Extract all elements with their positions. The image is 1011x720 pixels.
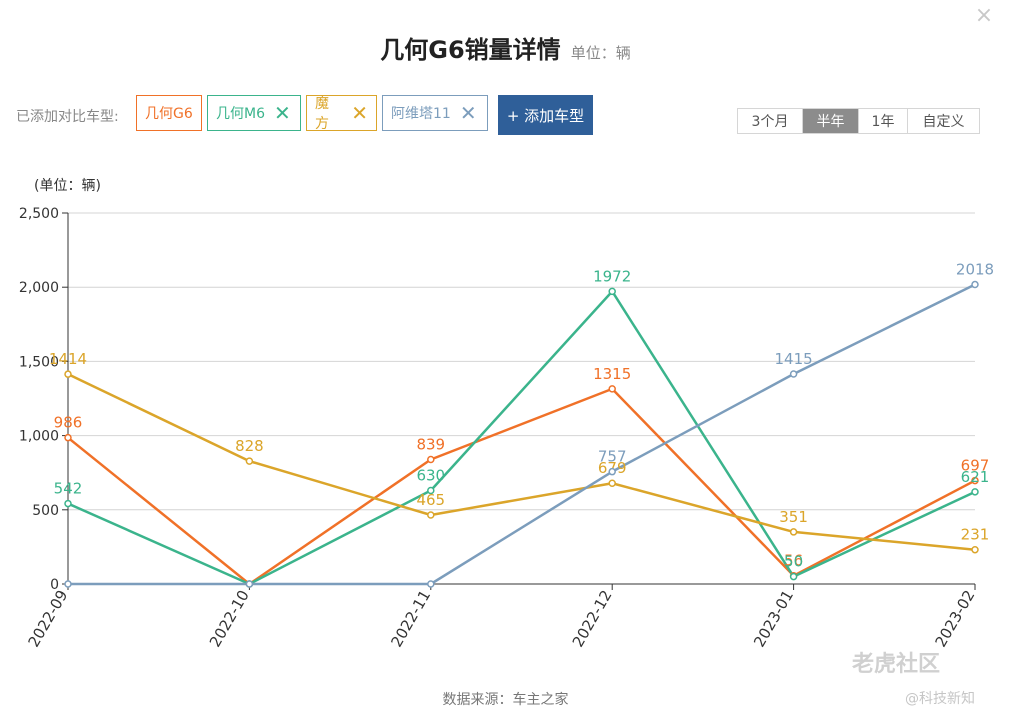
data-label: 828 [235,437,264,455]
compare-tag-m6[interactable]: 几何M6 ✕ [207,95,301,131]
y-tick-label: 500 [32,503,59,519]
range-half-year[interactable]: 半年 [802,109,858,133]
data-source: 数据来源：车主之家 [442,692,569,708]
compare-label: 已添加对比车型: [16,109,119,125]
watermark-brand: 老虎社区 [852,652,941,677]
data-label: 351 [779,508,808,526]
x-tick-label: 2022-10 [206,587,253,650]
data-point [789,370,798,378]
data-label: 465 [416,491,445,509]
data-point [971,476,979,485]
x-tick-label: 2022-09 [25,587,72,650]
data-label: 621 [961,468,990,486]
data-point [64,370,72,378]
remove-icon[interactable]: ✕ [351,101,368,125]
data-point [608,479,616,487]
y-tick-label: 1,000 [19,429,59,445]
compare-tag-label: 几何G6 [145,106,193,122]
compare-tag-avatr11[interactable]: 阿维塔11 ✕ [382,95,488,131]
data-label: 986 [54,414,83,432]
page-title: 几何G6销量详情 [380,36,561,64]
title-unit: 单位：辆 [570,44,631,62]
watermark-handle: @科技新知 [905,691,975,707]
data-point [789,528,798,536]
data-label: 757 [598,448,627,466]
data-point [427,580,435,588]
range-3months[interactable]: 3个月 [751,114,789,130]
compare-tag-label: 阿维塔11 [391,106,451,122]
data-point [427,455,435,464]
data-label: 2018 [956,261,994,279]
x-tick-label: 2023-01 [750,587,797,650]
x-tick-label: 2022-11 [387,587,434,650]
close-icon[interactable]: × [974,3,994,28]
data-point [64,499,72,508]
data-label: 56 [784,552,803,570]
data-point [971,488,979,496]
series-line-2 [67,373,976,551]
y-tick-label: 1,500 [19,354,59,370]
y-tick-label: 0 [50,577,59,593]
data-label: 1315 [593,365,631,383]
data-point [608,287,616,296]
data-point [64,433,72,442]
y-tick-label: 2,500 [19,206,59,222]
title-row: 几何G6销量详情 单位：辆 [0,30,1011,65]
x-tick-label: 2022-12 [569,587,616,650]
x-tick-label: 2023-02 [932,587,979,650]
data-label: 1414 [49,350,87,368]
data-label: 50 [784,553,803,571]
data-point [427,511,435,519]
data-label: 542 [54,480,83,498]
compare-tag-label: 几何M6 [216,106,265,122]
series-line-0 [67,387,976,586]
compare-tag-label: 魔方 [315,96,329,132]
data-point [608,467,616,476]
data-point [789,572,798,581]
series-line-3 [68,283,976,586]
data-label: 1415 [775,350,813,368]
data-point [64,580,72,588]
remove-icon[interactable]: ✕ [274,101,291,125]
y-tick-label: 2,000 [19,280,59,296]
data-label: 1972 [593,267,631,285]
y-unit-label: (单位：辆) [34,178,101,194]
data-point [971,545,979,554]
range-1year[interactable]: 1年 [858,109,907,133]
data-label: 630 [416,467,445,485]
data-label: 697 [961,457,990,475]
remove-icon[interactable]: ✕ [459,101,477,125]
data-label: 839 [416,435,445,453]
range-custom[interactable]: 自定义 [907,109,979,133]
time-range-selector: 3个月 半年 1年 自定义 [737,108,980,134]
compare-tag-g6[interactable]: 几何G6 [136,95,202,131]
compare-tag-mofang[interactable]: 魔方 ✕ [306,95,377,132]
add-model-button[interactable]: + 添加车型 [498,95,593,135]
data-point [245,457,254,465]
data-point [427,486,435,495]
data-label: 231 [961,526,990,544]
series-line-1 [67,290,976,586]
data-point [971,280,979,289]
data-point [245,580,254,588]
data-point [608,385,616,393]
